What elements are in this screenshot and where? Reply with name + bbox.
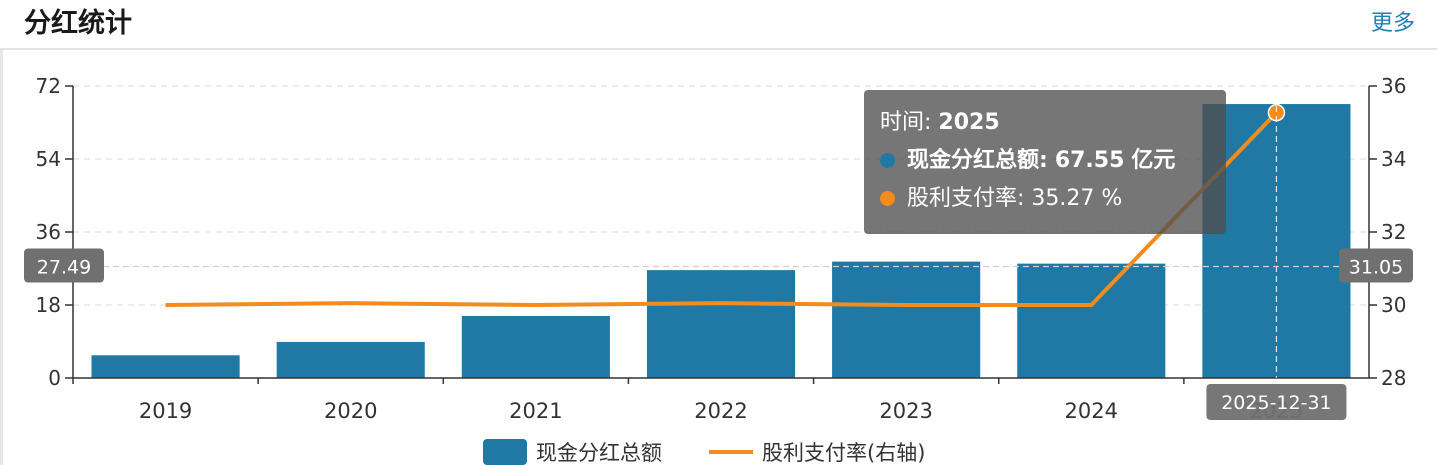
left-tick-label: 18 — [36, 293, 61, 317]
right-tick-label: 30 — [1381, 293, 1406, 317]
tooltip-time-row: 时间: 2025 — [880, 104, 1210, 142]
tooltip-series2-row: 股利支付率: 35.27 % — [880, 180, 1210, 218]
x-tick-label: 2023 — [879, 399, 932, 423]
x-tick-label: 2021 — [509, 399, 562, 423]
tooltip-series1-label: 现金分红总额: — [907, 148, 1048, 173]
left-readout-text: 27.49 — [37, 257, 91, 279]
left-tick-label: 0 — [48, 366, 61, 390]
tooltip-time-value: 2025 — [938, 110, 1000, 135]
legend-bar-label: 现金分红总额 — [536, 441, 662, 465]
left-readout-box — [24, 248, 104, 283]
right-readout-text: 31.05 — [1349, 257, 1403, 279]
tooltip-time-label: 时间: — [880, 110, 932, 135]
chart-tooltip: 时间: 2025 现金分红总额: 67.55 亿元 股利支付率: 35.27 % — [864, 90, 1226, 234]
right-tick-label: 32 — [1381, 220, 1406, 244]
panel-edge — [0, 50, 3, 465]
right-tick-label: 36 — [1381, 74, 1406, 98]
tooltip-series1-unit: 亿元 — [1131, 148, 1176, 173]
series1-dot-icon — [880, 153, 895, 168]
legend-line-label: 股利支付率(右轴) — [762, 441, 925, 465]
tooltip-series1-value: 67.55 — [1054, 148, 1125, 173]
right-tick-label: 34 — [1381, 147, 1406, 171]
x-tick-label: 2024 — [1065, 399, 1118, 423]
section-header: 分红统计 更多 — [0, 0, 1437, 50]
tooltip-series2-label: 股利支付率: — [907, 186, 1025, 211]
bar — [91, 355, 240, 378]
x-readout-box — [1206, 384, 1347, 420]
bar — [646, 270, 796, 378]
section-title: 分红统计 — [24, 8, 132, 39]
bar — [832, 261, 981, 378]
left-tick-label: 36 — [36, 220, 61, 244]
bar — [461, 315, 610, 378]
left-tick-label: 72 — [36, 74, 61, 98]
payout-ratio-line — [165, 111, 1278, 307]
bar — [276, 341, 425, 378]
x-tick-label: 2022 — [694, 399, 747, 423]
more-link[interactable]: 更多 — [1370, 11, 1415, 36]
bar — [1017, 263, 1166, 378]
tooltip-series2-unit: % — [1101, 186, 1123, 211]
x-tick-label: 2020 — [324, 399, 377, 423]
right-tick-label: 28 — [1381, 366, 1406, 390]
tooltip-series2-value: 35.27 — [1031, 186, 1095, 211]
x-tick-label: 2019 — [139, 399, 192, 423]
x-readout-text: 2025-12-31 — [1221, 392, 1331, 414]
right-readout-box — [1339, 248, 1413, 283]
tooltip-series1-row: 现金分红总额: 67.55 亿元 — [880, 142, 1210, 180]
left-tick-label: 54 — [36, 147, 61, 171]
series2-dot-icon — [880, 191, 895, 206]
legend-bar-swatch — [483, 439, 527, 465]
